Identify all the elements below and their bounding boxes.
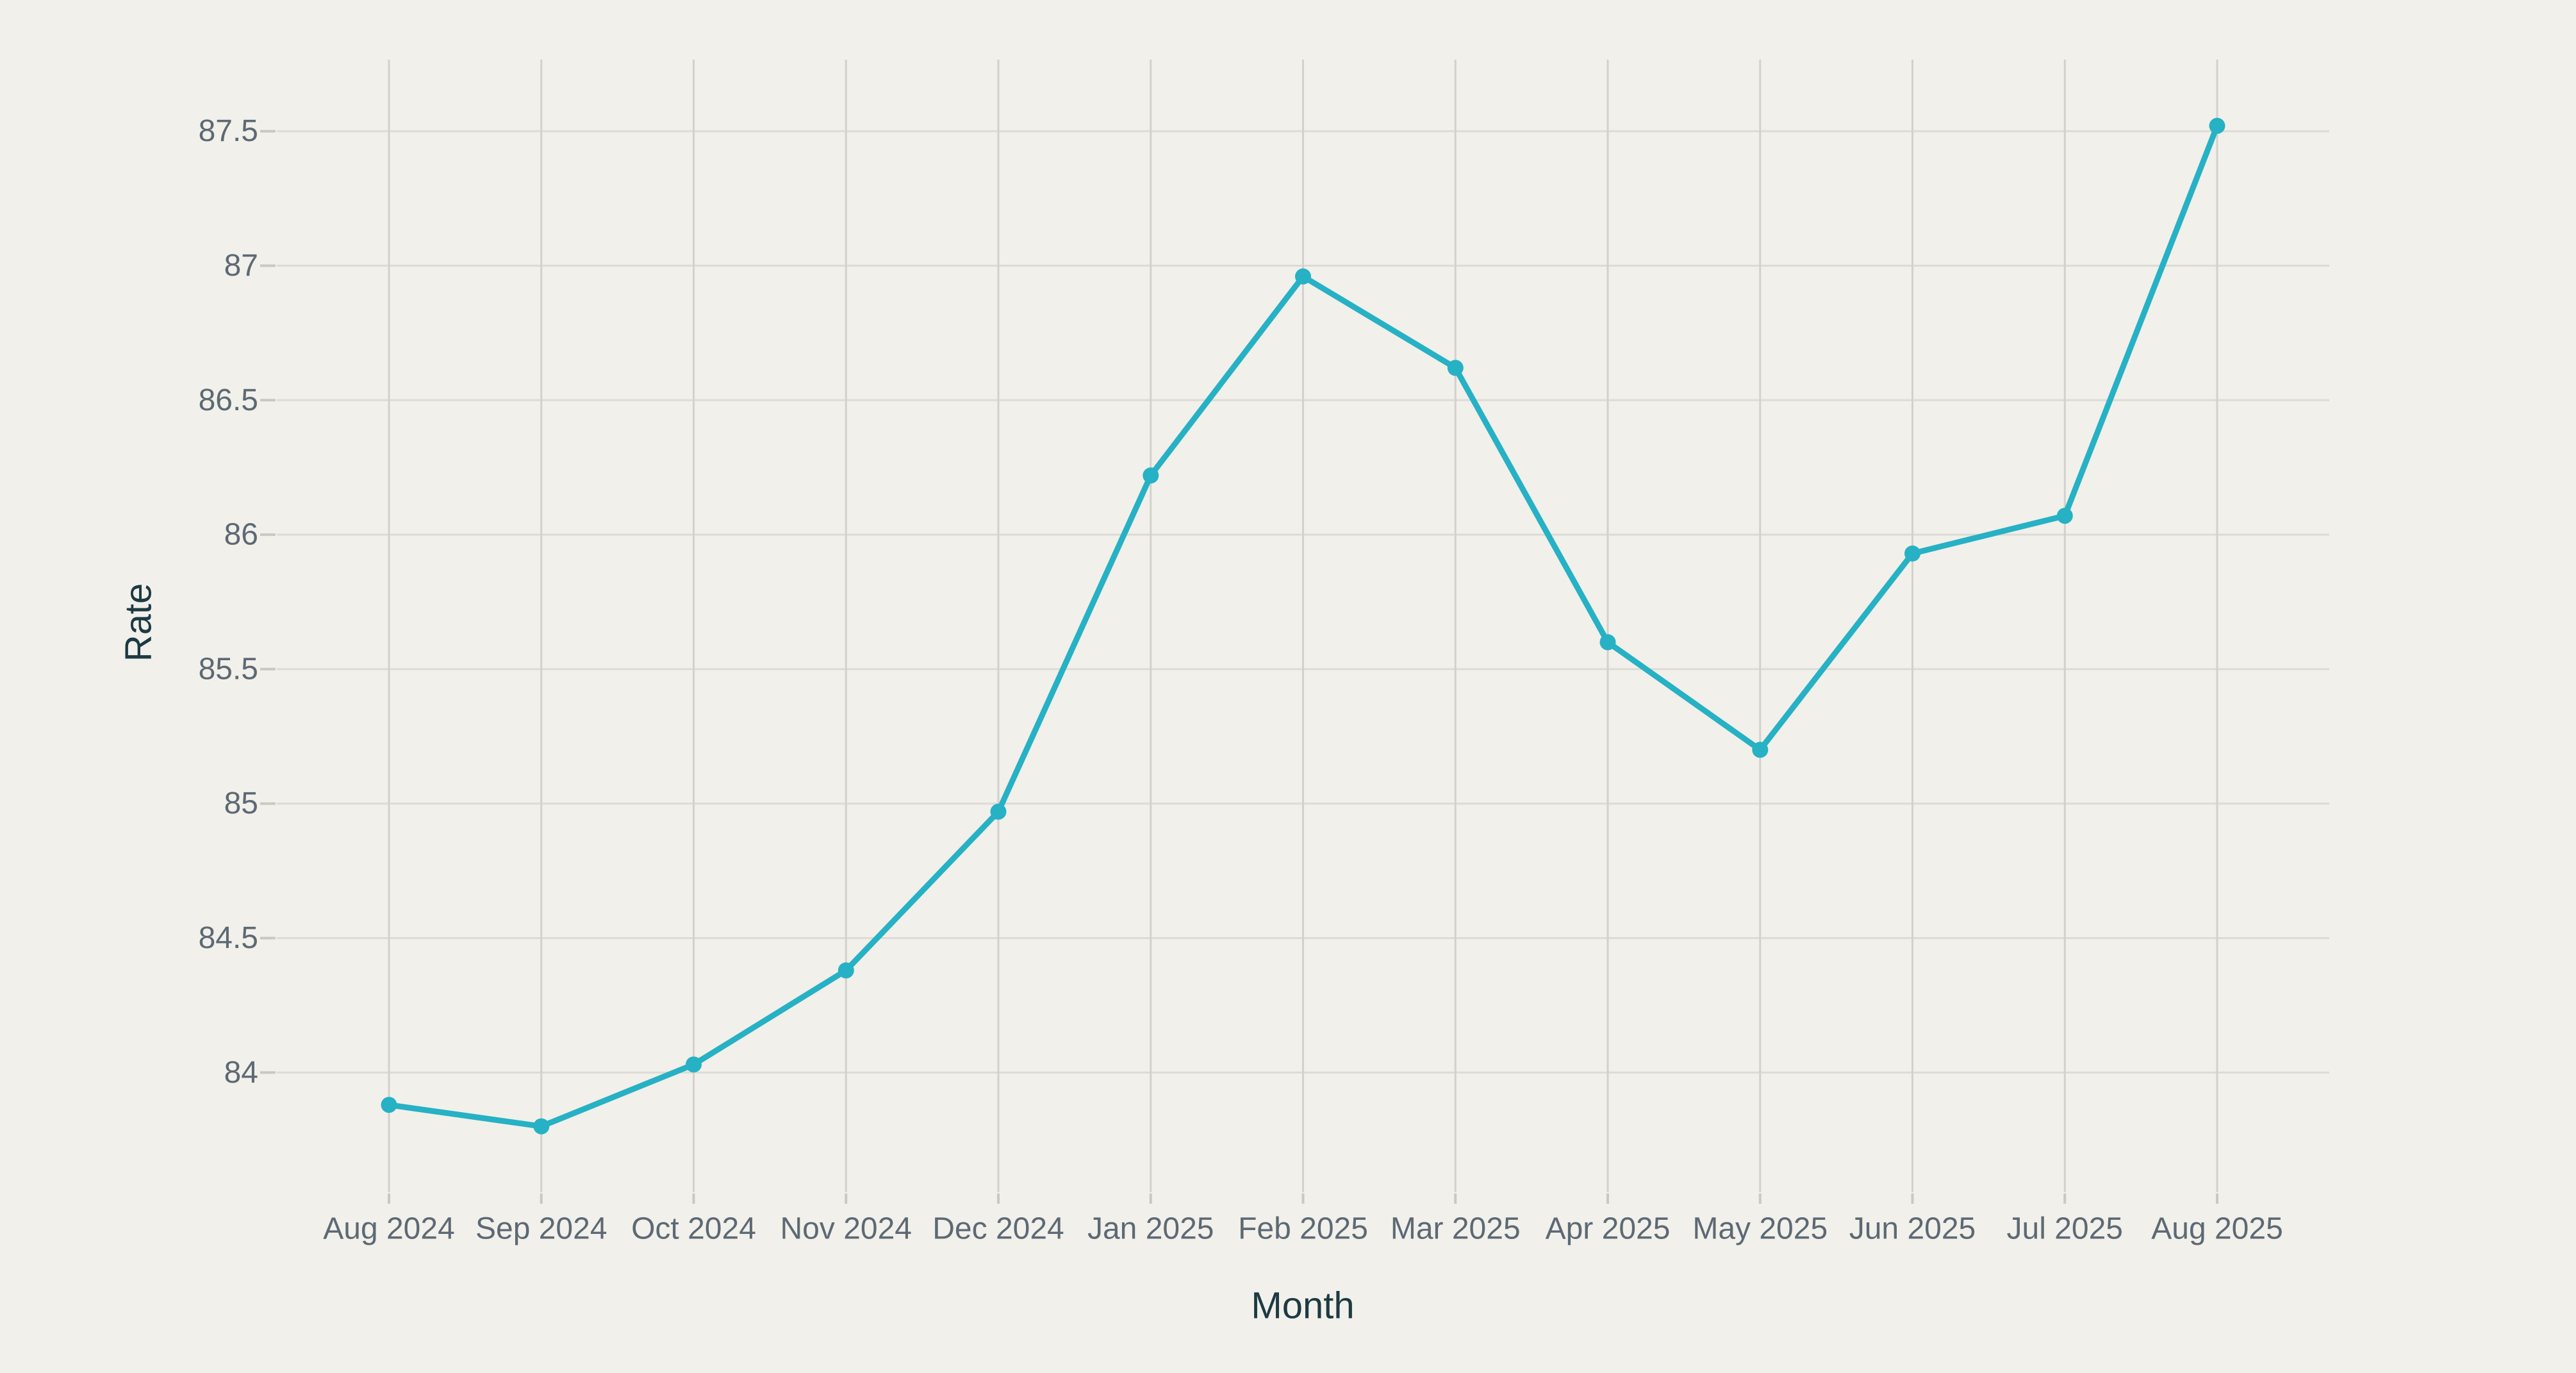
y-tick-label: 85	[224, 786, 258, 820]
x-tick-label: Feb 2025	[1238, 1212, 1368, 1246]
x-tick-label: Aug 2024	[323, 1212, 455, 1246]
data-point[interactable]	[1599, 634, 1616, 651]
data-point[interactable]	[1752, 742, 1769, 758]
x-tick-label: Oct 2024	[631, 1212, 756, 1246]
data-point[interactable]	[2056, 508, 2073, 524]
data-point[interactable]	[838, 962, 854, 979]
x-tick-label: Jan 2025	[1087, 1212, 1214, 1246]
grid-layer	[277, 60, 2329, 1192]
x-axis-title: Month	[1251, 1285, 1354, 1327]
y-tick-label: 86	[224, 518, 258, 552]
y-tick-label: 87.5	[199, 114, 258, 148]
data-point[interactable]	[1904, 545, 1920, 562]
y-axis-title: Rate	[118, 583, 160, 662]
y-tick-label: 85.5	[199, 652, 258, 686]
tick-layer	[260, 129, 2218, 1204]
x-tick-label: Jun 2025	[1849, 1212, 1976, 1246]
y-tick-label: 87	[224, 249, 258, 283]
data-point[interactable]	[1143, 467, 1159, 484]
data-point[interactable]	[533, 1118, 550, 1135]
x-tick-label: Nov 2024	[780, 1212, 912, 1246]
data-point[interactable]	[686, 1056, 702, 1073]
data-point[interactable]	[990, 803, 1007, 820]
x-tick-label: Sep 2024	[475, 1212, 607, 1246]
data-point[interactable]	[1447, 360, 1464, 376]
y-tick-label: 84.5	[199, 921, 258, 955]
y-tick-label: 86.5	[199, 383, 258, 417]
series-layer	[381, 117, 2225, 1135]
x-tick-label: Dec 2024	[932, 1212, 1064, 1246]
tick-label-layer: 84 84.5 85 85.5 86 86.5 87 87.5 Aug 2024 Sep 2024…	[199, 114, 2283, 1245]
y-tick-label: 84	[224, 1056, 258, 1090]
data-point[interactable]	[381, 1097, 397, 1113]
x-tick-label: Jul 2025	[2007, 1212, 2123, 1246]
x-tick-label: May 2025	[1692, 1212, 1828, 1246]
data-point[interactable]	[1295, 268, 1311, 285]
x-tick-label: Aug 2025	[2151, 1212, 2283, 1246]
x-tick-label: Mar 2025	[1391, 1212, 1521, 1246]
x-tick-label: Apr 2025	[1546, 1212, 1671, 1246]
data-point[interactable]	[2209, 117, 2225, 134]
